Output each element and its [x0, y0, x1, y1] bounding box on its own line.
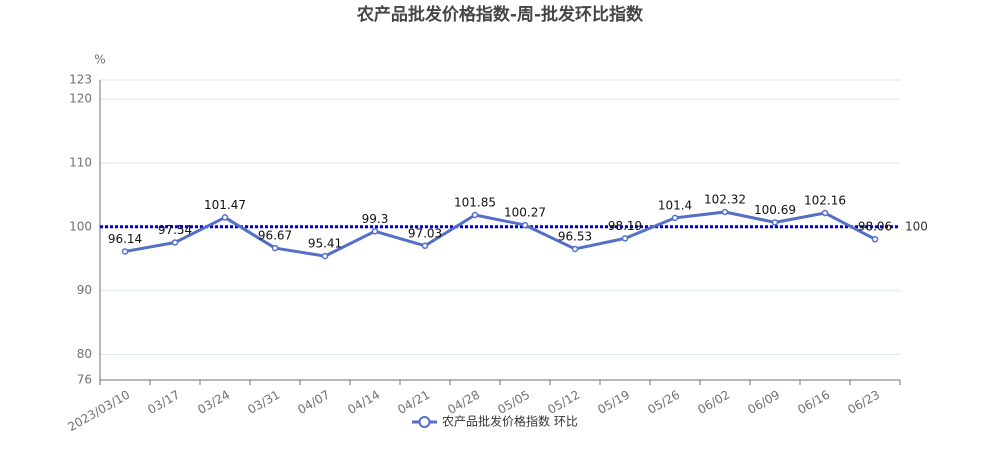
y-tick-label: 110: [69, 155, 92, 169]
x-tick-label: 05/26: [645, 388, 682, 417]
data-point: [221, 214, 229, 221]
data-point: [321, 252, 329, 260]
x-tick-label: 05/19: [595, 388, 632, 417]
x-tick-label: 05/12: [545, 388, 582, 417]
data-point: [671, 214, 679, 222]
data-label: 100.69: [754, 203, 796, 217]
data-point: [621, 235, 629, 242]
x-tick-label: 06/02: [695, 388, 732, 417]
x-tick-label: 06/16: [795, 388, 832, 417]
reference-label: 100: [905, 219, 928, 233]
data-label: 96.67: [258, 229, 292, 243]
data-point: [271, 244, 279, 252]
y-tick-label: 90: [77, 283, 92, 297]
legend-label: 农产品批发价格指数 环比: [442, 414, 578, 429]
data-label: 100.27: [504, 206, 546, 220]
data-label: 99.3: [362, 212, 389, 226]
x-tick-label: 06/23: [845, 388, 882, 417]
legend-marker: [418, 416, 431, 428]
y-tick-label: 120: [69, 92, 92, 106]
data-label: 101.4: [658, 198, 692, 212]
data-point: [821, 209, 829, 217]
data-point: [571, 245, 579, 253]
data-label: 96.53: [558, 229, 592, 243]
data-label: 98.06: [858, 220, 892, 234]
x-tick-label: 03/17: [145, 388, 182, 417]
data-label: 96.14: [108, 232, 142, 246]
data-point: [171, 239, 179, 246]
x-tick-label: 03/24: [195, 388, 232, 417]
x-tick-label: 05/05: [495, 388, 532, 417]
y-tick-label: 100: [69, 219, 92, 233]
x-tick-label: 2023/03/10: [65, 388, 132, 435]
data-label: 98.19: [608, 219, 642, 233]
x-tick-label: 04/14: [345, 388, 382, 417]
data-label: 101.47: [204, 198, 246, 212]
data-point: [721, 208, 729, 216]
data-label: 97.03: [408, 226, 442, 240]
x-tick-label: 06/09: [745, 388, 782, 417]
data-point: [421, 242, 429, 250]
data-label: 95.41: [308, 237, 342, 251]
x-tick-label: 03/31: [245, 388, 282, 417]
series-line: [124, 210, 876, 258]
chart-title: 农产品批发价格指数-周-批发环比指数: [356, 4, 644, 25]
data-point: [871, 235, 879, 243]
data-point: [771, 219, 779, 226]
x-tick-label: 04/21: [395, 388, 432, 417]
data-label: 97.54: [158, 223, 192, 237]
y-tick-label: 76: [77, 373, 92, 387]
data-label: 102.16: [804, 194, 846, 208]
data-point: [521, 221, 529, 229]
data-label: 101.85: [454, 196, 496, 210]
data-point: [371, 228, 379, 235]
y-tick-label: 80: [77, 347, 92, 361]
y-tick-label: 123: [69, 73, 92, 87]
x-tick-label: 04/28: [445, 388, 482, 417]
data-point: [471, 211, 479, 219]
data-point: [121, 248, 129, 255]
data-label: 102.32: [704, 193, 746, 207]
x-tick-label: 04/07: [295, 388, 332, 417]
y-unit: %: [94, 53, 105, 67]
